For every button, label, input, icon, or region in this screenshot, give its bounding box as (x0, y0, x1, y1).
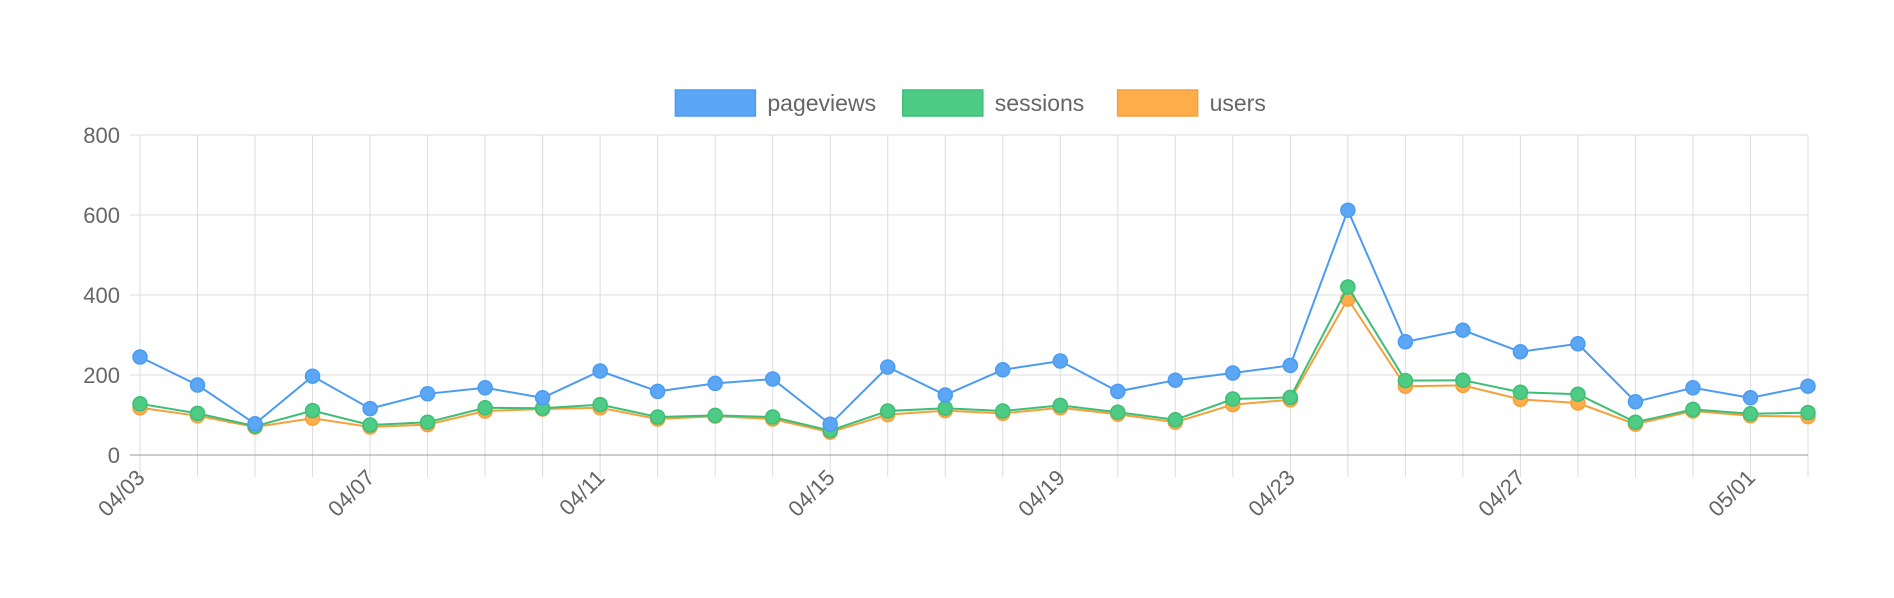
series-pageviews (132, 202, 1816, 432)
data-point-sessions[interactable] (1225, 391, 1241, 407)
data-point-pageviews[interactable] (1742, 390, 1759, 406)
data-point-sessions[interactable] (937, 400, 953, 416)
data-point-pageviews[interactable] (764, 371, 781, 387)
data-point-pageviews[interactable] (534, 390, 551, 406)
data-point-pageviews[interactable] (1397, 334, 1414, 350)
data-point-pageviews[interactable] (1110, 383, 1126, 400)
data-point-sessions[interactable] (304, 402, 321, 419)
legend-label: sessions (995, 90, 1084, 116)
data-point-sessions[interactable] (1455, 372, 1471, 388)
data-point-sessions[interactable] (879, 403, 896, 419)
data-point-pageviews[interactable] (189, 377, 206, 393)
data-point-sessions[interactable] (649, 409, 666, 425)
data-point-pageviews[interactable] (1225, 365, 1241, 381)
series-users (132, 291, 1816, 440)
data-point-sessions[interactable] (1570, 386, 1586, 402)
data-point-pageviews[interactable] (1167, 372, 1184, 388)
data-point-pageviews[interactable] (132, 349, 148, 365)
data-point-sessions[interactable] (995, 403, 1011, 419)
data-point-pageviews[interactable] (477, 380, 493, 396)
axes: 0 200 400 600 800 04/03 04/07 04/11 04/15 04/19 04… (83, 123, 1760, 521)
data-point-sessions[interactable] (419, 414, 436, 430)
data-point-sessions[interactable] (1397, 372, 1414, 389)
data-point-pageviews[interactable] (419, 386, 436, 402)
data-point-pageviews[interactable] (822, 416, 838, 432)
x-tick-label: 04/19 (1013, 465, 1070, 522)
data-point-pageviews[interactable] (592, 363, 608, 379)
legend: pageviews sessions users (674, 89, 1266, 117)
series-line-pageviews (139, 207, 1809, 426)
data-point-sessions[interactable] (1512, 384, 1529, 400)
data-point-sessions[interactable] (362, 417, 378, 433)
data-point-pageviews[interactable] (707, 375, 723, 392)
data-point-pageviews[interactable] (937, 387, 953, 403)
x-tick-label: 04/15 (783, 465, 840, 522)
legend-label: pageviews (767, 90, 876, 116)
series-line-users (139, 297, 1809, 434)
y-tick-label: 800 (83, 123, 120, 148)
data-point-sessions[interactable] (764, 409, 781, 425)
series-line-sessions (139, 284, 1809, 432)
data-point-sessions[interactable] (1800, 404, 1816, 421)
data-point-pageviews[interactable] (879, 359, 896, 375)
data-point-sessions[interactable] (189, 405, 206, 422)
data-point-sessions[interactable] (1110, 404, 1126, 420)
data-point-pageviews[interactable] (304, 368, 321, 384)
y-tick-label: 200 (83, 363, 120, 388)
data-point-pageviews[interactable] (1627, 394, 1644, 410)
data-point-pageviews[interactable] (362, 400, 378, 417)
data-point-pageviews[interactable] (1512, 344, 1529, 360)
x-tick-label: 04/23 (1243, 465, 1300, 522)
data-point-sessions[interactable] (1685, 401, 1701, 418)
data-point-pageviews[interactable] (1282, 357, 1299, 374)
legend-swatch (902, 89, 984, 117)
data-point-pageviews[interactable] (649, 383, 666, 400)
data-point-pageviews[interactable] (995, 362, 1011, 378)
x-tick-label: 04/07 (323, 465, 380, 522)
data-point-sessions[interactable] (1340, 279, 1356, 295)
x-tick-label: 04/03 (93, 465, 150, 522)
series-lines (132, 202, 1816, 440)
data-point-pageviews[interactable] (247, 416, 263, 432)
legend-item-pageviews[interactable]: pageviews (674, 89, 876, 117)
data-point-sessions[interactable] (707, 407, 723, 424)
x-tick-label: 05/01 (1703, 465, 1760, 522)
data-point-pageviews[interactable] (1800, 378, 1816, 394)
data-point-pageviews[interactable] (1570, 336, 1586, 352)
legend-label: users (1210, 90, 1266, 116)
data-point-pageviews[interactable] (1685, 380, 1701, 396)
legend-swatch (1116, 89, 1199, 117)
data-point-pageviews[interactable] (1455, 322, 1471, 338)
data-point-sessions[interactable] (1742, 406, 1759, 422)
x-tick-label: 04/11 (554, 465, 609, 520)
data-point-pageviews[interactable] (1052, 353, 1069, 369)
data-point-sessions[interactable] (1167, 412, 1184, 428)
data-point-sessions[interactable] (1627, 414, 1644, 430)
data-point-sessions[interactable] (477, 400, 493, 416)
series-sessions (132, 279, 1816, 439)
data-point-sessions[interactable] (132, 396, 148, 412)
legend-swatch (674, 89, 757, 117)
legend-item-users[interactable]: users (1116, 89, 1266, 117)
y-tick-label: 0 (108, 443, 120, 468)
data-point-sessions[interactable] (592, 396, 608, 413)
legend-item-sessions[interactable]: sessions (902, 89, 1084, 117)
y-tick-label: 600 (83, 203, 120, 228)
y-tick-label: 400 (83, 283, 120, 308)
data-point-sessions[interactable] (1282, 389, 1299, 406)
data-point-pageviews[interactable] (1340, 202, 1356, 218)
x-tick-label: 04/27 (1473, 465, 1530, 522)
data-point-sessions[interactable] (1052, 397, 1069, 414)
